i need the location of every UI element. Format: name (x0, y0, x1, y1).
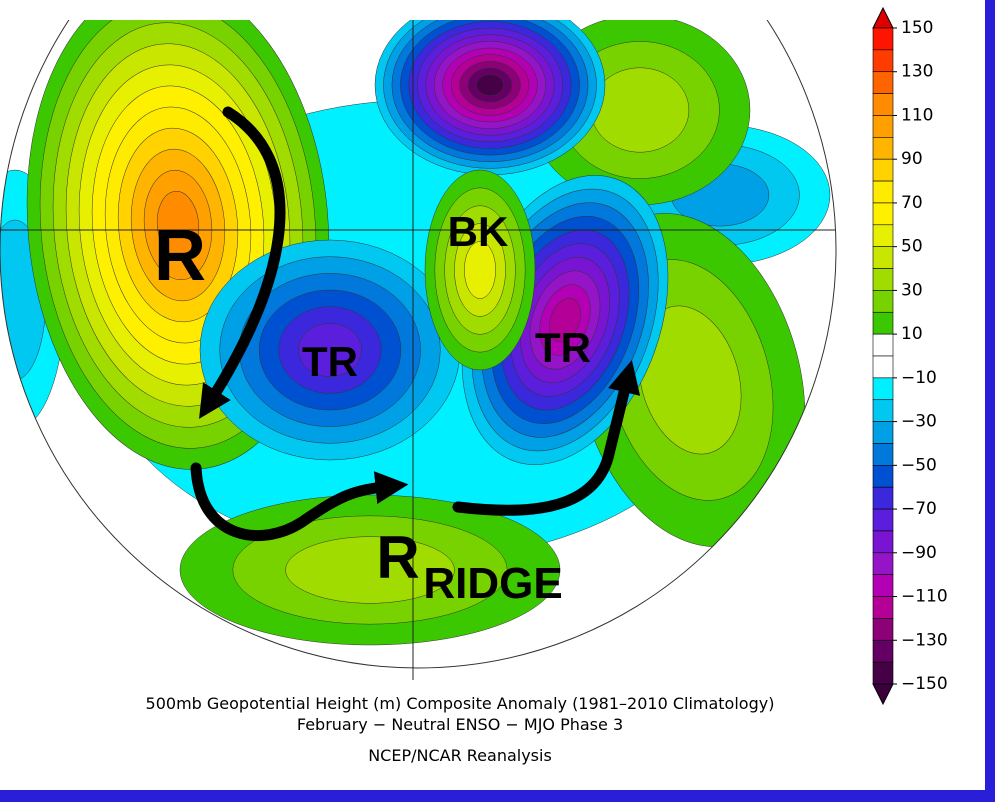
colorbar-tick-label: −30 (901, 412, 937, 432)
colorbar-band (872, 399, 894, 422)
colorbar-band (872, 574, 894, 597)
colorbar-band (872, 639, 894, 663)
map-edge (0, 20, 837, 669)
colorbar-band (872, 508, 894, 532)
anomaly-contour (638, 305, 742, 455)
colorbar-arrow (872, 683, 894, 706)
colorbar-band (872, 661, 894, 685)
colorbar: 150 130 110 90 70 50 30 10 −10 −30 −50 −70 −90 −110 −1… (872, 6, 948, 706)
anomaly-contour (464, 241, 496, 299)
map-label: R (376, 524, 419, 591)
arrow (190, 462, 409, 541)
map-label: BK (448, 208, 509, 255)
border (985, 0, 995, 802)
colorbar-tick-label: −150 (901, 674, 948, 694)
map-label: R (154, 216, 206, 296)
colorbar-tick-label: 30 (901, 280, 923, 300)
colorbar-tick-label: −90 (901, 543, 937, 563)
colorbar-tick-label: −70 (901, 499, 937, 519)
colorbar-band (872, 618, 894, 641)
colorbar-band (872, 268, 894, 291)
colorbar-band (872, 486, 894, 510)
colorbar-band (872, 530, 894, 554)
colorbar-band (872, 137, 894, 160)
anomaly-contour (549, 297, 581, 343)
colorbar-band (872, 93, 894, 116)
colorbar-band (872, 552, 894, 575)
colorbar-band (872, 49, 894, 73)
caption: NCEP/NCAR Reanalysis (368, 746, 552, 765)
colorbar-band (872, 443, 894, 466)
colorbar-band (872, 421, 894, 444)
arrow (199, 106, 286, 419)
map-frame (0, 20, 837, 680)
map-label: TR (535, 324, 591, 371)
colorbar-tick-label: 110 (901, 105, 933, 125)
colorbar-tick-label: −10 (901, 368, 937, 388)
caption: 500mb Geopotential Height (m) Composite … (146, 694, 775, 713)
colorbar-band (872, 333, 894, 357)
colorbar-band (872, 596, 894, 619)
colorbar-tick-label: 150 (901, 18, 933, 38)
colorbar-band (872, 311, 894, 335)
colorbar-tick-label: −50 (901, 455, 937, 475)
anomaly-contour (476, 74, 504, 96)
colorbar-band (872, 180, 894, 204)
colorbar-band (872, 246, 894, 269)
colorbar-tick-label: 130 (901, 62, 933, 82)
colorbar-band (872, 377, 894, 401)
arrow (452, 359, 641, 516)
anomaly-contour (285, 536, 455, 604)
colorbar-band (872, 158, 894, 182)
map-label: RIDGE (423, 559, 562, 608)
colorbar-tick-label: 10 (901, 324, 923, 344)
map-label: TR (302, 338, 358, 385)
colorbar-tick-label: 90 (901, 149, 923, 169)
colorbar-band (872, 202, 894, 226)
colorbar-band (872, 27, 894, 51)
arrows (190, 106, 641, 541)
anomaly-contour (298, 323, 362, 377)
colorbar-band (872, 290, 894, 313)
colorbar-tick-label: −110 (901, 587, 948, 607)
border (0, 790, 995, 802)
caption: February − Neutral ENSO − MJO Phase 3 (297, 715, 623, 734)
colorbar-tick-label: 50 (901, 237, 923, 257)
colorbar-band (872, 355, 894, 379)
colorbar-tick-label: −130 (901, 630, 948, 650)
colorbar-band (872, 115, 894, 138)
colorbar-band (872, 465, 894, 488)
anomaly-contour (590, 67, 690, 153)
colorbar-band (872, 71, 894, 94)
colorbar-band (872, 224, 894, 247)
anomaly-contour (156, 191, 200, 259)
colorbar-tick-label: 70 (901, 193, 923, 213)
